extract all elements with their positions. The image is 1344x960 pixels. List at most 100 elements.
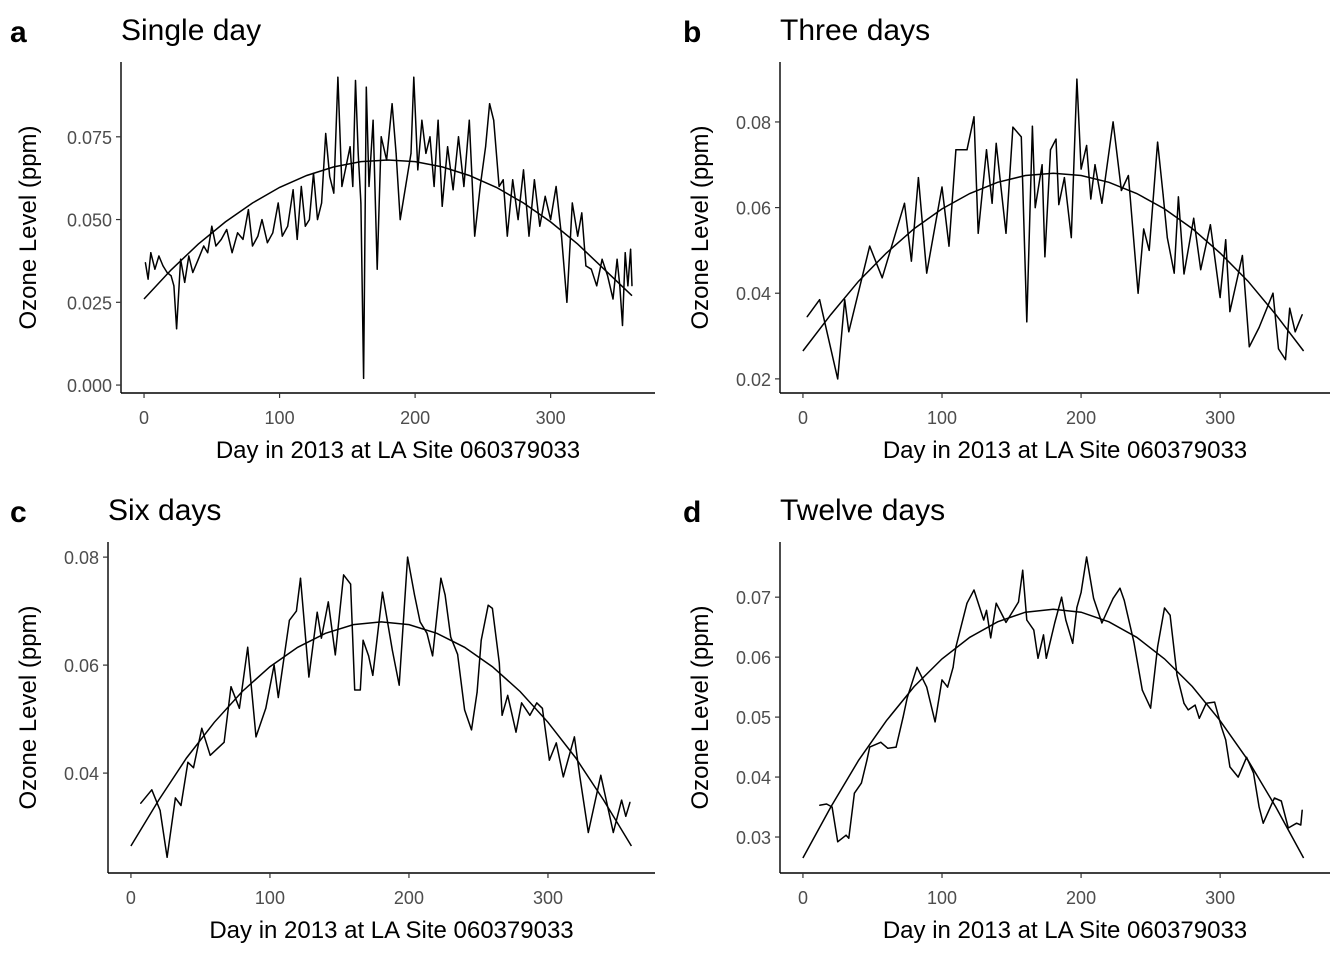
data-point: [621, 324, 624, 327]
data-point: [848, 331, 850, 333]
data-point: [295, 610, 297, 612]
fitted-curve: [143, 159, 633, 300]
data-point: [368, 655, 370, 657]
data-point: [287, 225, 289, 227]
data-point: [345, 165, 347, 168]
data-point: [489, 103, 491, 105]
x-tick-label: 100: [927, 408, 957, 428]
data-point: [498, 185, 500, 188]
data-point: [431, 655, 434, 657]
data-point: [966, 149, 968, 151]
data-point: [577, 235, 579, 237]
data-point: [209, 754, 211, 756]
data-point: [391, 649, 393, 651]
data-point: [1187, 709, 1189, 711]
data-point: [507, 694, 509, 696]
fitted-curve: [130, 621, 633, 847]
data-point: [1041, 164, 1043, 166]
data-point: [391, 103, 393, 105]
data-point: [372, 119, 374, 121]
data-point: [1150, 707, 1152, 709]
data-point: [413, 594, 416, 596]
data-point: [627, 285, 629, 287]
data-point: [869, 245, 871, 247]
y-axis-title: Ozone Level (ppm): [15, 605, 42, 809]
y-tick-label: 0.02: [736, 370, 771, 390]
x-axis-title: Day in 2013 at LA Site 060379033: [209, 917, 573, 944]
data-point: [973, 589, 975, 591]
data-point: [1241, 254, 1243, 257]
data-point: [162, 265, 164, 267]
data-point: [376, 268, 378, 270]
data-point: [329, 175, 331, 178]
x-tick-label: 0: [139, 408, 149, 428]
data-point: [1225, 239, 1227, 241]
data-point: [600, 774, 602, 776]
data-point: [197, 258, 199, 260]
data-point: [354, 79, 357, 82]
data-point: [484, 146, 487, 148]
data-point: [616, 258, 618, 260]
data-point: [491, 607, 493, 610]
data-point: [902, 716, 904, 718]
data-point: [1022, 569, 1024, 571]
data-point: [995, 142, 997, 144]
panel-tag: c: [10, 496, 27, 529]
data-point: [819, 299, 821, 301]
data-point: [476, 691, 478, 693]
data-point: [444, 594, 446, 596]
data-point: [601, 258, 603, 260]
data-point: [1289, 307, 1291, 309]
data-point: [257, 235, 259, 237]
data-point: [398, 684, 400, 686]
panel-title: Six days: [108, 494, 221, 527]
data-point: [1300, 824, 1302, 826]
data-point: [304, 225, 306, 227]
data-point: [631, 285, 633, 287]
data-point: [619, 285, 621, 287]
data-point: [1112, 597, 1114, 599]
data-point: [831, 806, 833, 808]
data-point: [380, 136, 382, 138]
data-point: [1169, 614, 1171, 616]
data-point: [624, 252, 626, 254]
data-point: [1020, 136, 1022, 138]
data-point: [192, 767, 195, 769]
data-point: [880, 741, 882, 743]
panel-b: b Three days 0 100 200 300 0.02 0.04 0.06 0.08 Day…: [683, 14, 1330, 464]
data-point: [1213, 701, 1216, 703]
data-point: [596, 285, 598, 287]
data-point: [406, 556, 409, 558]
x-axis-title: Day in 2013 at LA Site 060379033: [883, 437, 1247, 464]
data-point: [480, 639, 482, 641]
data-point: [910, 260, 913, 262]
data-point: [1198, 717, 1200, 719]
panel-title: Twelve days: [780, 494, 945, 527]
data-point: [201, 727, 203, 729]
data-point: [533, 179, 535, 181]
data-point: [560, 235, 563, 237]
data-point: [952, 666, 954, 668]
data-point: [327, 601, 329, 603]
data-point: [630, 248, 632, 250]
y-tick-label: 0.05: [736, 708, 771, 728]
panel-title: Single day: [121, 14, 261, 47]
data-point: [180, 804, 182, 807]
data-point: [288, 619, 291, 621]
data-point: [381, 591, 384, 593]
data-point: [440, 577, 442, 579]
y-tick-label: 0.04: [64, 764, 99, 784]
x-tick-label: 200: [400, 408, 430, 428]
data-point: [1042, 634, 1045, 636]
data-point: [1054, 622, 1056, 624]
data-point: [1072, 642, 1074, 644]
data-point: [247, 209, 250, 211]
data-point: [1123, 599, 1125, 601]
data-point: [1173, 272, 1175, 274]
data-point: [1225, 739, 1227, 741]
x-tick-label: 0: [126, 888, 136, 908]
data-point: [1127, 174, 1129, 177]
data-point: [463, 709, 466, 711]
data-point: [457, 136, 460, 138]
data-point: [159, 809, 161, 811]
